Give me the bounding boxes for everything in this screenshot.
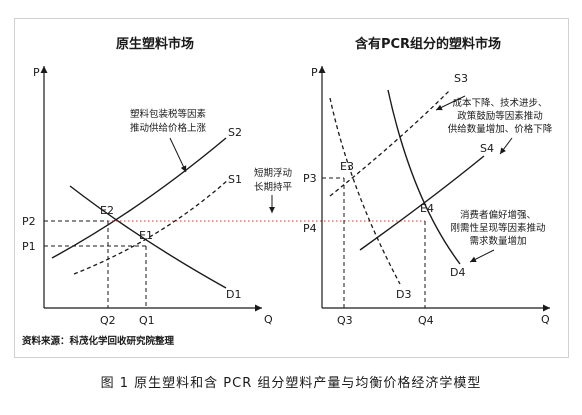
curve-s4: [359, 155, 485, 251]
point-e4-label: E4: [420, 202, 434, 215]
tick-p2: P2: [22, 215, 36, 228]
middle-note-line-1: 短期浮动: [254, 167, 292, 179]
left-annotation-arrow: [169, 137, 187, 173]
curve-s1-label: S1: [228, 173, 242, 186]
right-bottom-annotation-line-1: 消费者偏好增强、: [460, 209, 536, 221]
figure-caption: 图 1 原生塑料和含 PCR 组分塑料产量与均衡价格经济学模型: [100, 376, 482, 391]
left-annotation-line-2: 推动供给价格上涨: [130, 122, 207, 134]
tick-q3: Q3: [337, 314, 353, 327]
figure-panel: [14, 18, 569, 358]
tick-p3: P3: [303, 172, 317, 185]
source-note: 资料来源：科茂化学回收研究院整理: [22, 335, 175, 347]
point-e1-label: E1: [139, 229, 153, 242]
curve-d4: [387, 89, 461, 265]
right-axis-q-label: Q: [541, 313, 550, 326]
point-e3-label: E3: [340, 160, 354, 173]
right-top-annotation-arrow-2: [499, 137, 513, 155]
tick-q2: Q2: [100, 314, 116, 327]
curve-s3-label: S3: [454, 72, 468, 85]
curve-s3: [329, 89, 451, 197]
curve-s1: [73, 179, 229, 275]
left-annotation-line-1: 塑料包装税等因素: [130, 108, 207, 120]
right-bottom-annotation-line-2: 刚需性呈现等因素推动: [450, 222, 545, 234]
right-panel-title: 含有PCR组分的塑料市场: [354, 36, 501, 52]
left-axis-q-label: Q: [264, 313, 273, 326]
right-top-annotation-line-3: 供给数量增加、价格下降: [448, 123, 553, 135]
left-panel-title: 原生塑料市场: [116, 36, 194, 52]
right-top-annotation-line-1: 成本下降、技术进步、: [452, 97, 547, 109]
curve-d4-label: D4: [450, 266, 465, 279]
point-e2-label: E2: [100, 204, 114, 217]
curve-d3: [329, 97, 401, 285]
right-top-annotation-arrow: [435, 95, 466, 111]
right-bottom-annotation-line-3: 需求数量增加: [469, 235, 526, 247]
tick-p4: P4: [303, 222, 317, 235]
right-axis-p-label: P: [311, 66, 318, 79]
curve-s4-label: S4: [480, 142, 494, 155]
tick-q4: Q4: [418, 314, 434, 327]
tick-p1: P1: [22, 240, 36, 253]
curve-d3-label: D3: [396, 288, 411, 301]
tick-q1: Q1: [139, 314, 155, 327]
curve-s2-label: S2: [228, 126, 242, 139]
right-bottom-annotation-arrow: [469, 249, 495, 263]
middle-note-line-2: 长期持平: [254, 181, 293, 193]
right-top-annotation-line-2: 政策鼓励等因素推动: [457, 110, 543, 122]
curve-d1-label: D1: [226, 288, 241, 301]
curve-d1: [69, 185, 227, 289]
left-axis-p-label: P: [33, 66, 40, 79]
